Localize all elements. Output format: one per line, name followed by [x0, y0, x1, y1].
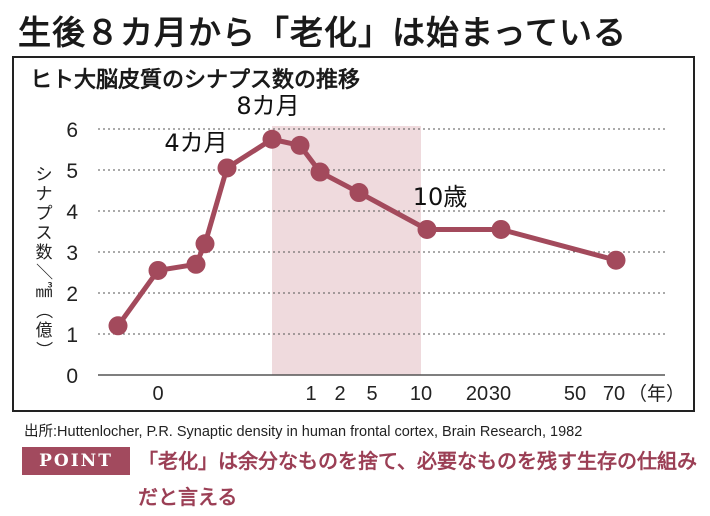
y-tick-label: 6: [66, 119, 78, 142]
y-axis-label-char: ㎣: [36, 282, 53, 302]
data-point: [148, 260, 168, 280]
annotation-label: 8カ月: [236, 92, 299, 120]
y-tick-label: 1: [66, 324, 78, 347]
x-tick-label: 2: [334, 383, 345, 405]
annotation-label: 10歳: [413, 183, 468, 211]
data-point: [290, 135, 310, 155]
x-tick-label: 50: [564, 383, 586, 405]
data-point: [491, 219, 511, 239]
y-axis-label-char: ）: [33, 341, 53, 358]
x-tick-label: 30: [489, 383, 511, 405]
y-tick-label: 3: [66, 242, 78, 265]
point-badge: POINT: [22, 447, 130, 475]
x-tick-label: 1: [305, 383, 316, 405]
x-tick-label: 20: [466, 383, 488, 405]
y-tick-label: 5: [66, 160, 78, 183]
data-point: [195, 234, 215, 254]
data-point: [310, 162, 330, 182]
x-tick-label: 5: [366, 383, 377, 405]
data-point: [262, 129, 282, 149]
y-axis-label-char: 億: [36, 321, 53, 341]
y-axis-label-char: ス: [36, 224, 53, 244]
x-tick-label: 70: [603, 383, 625, 405]
data-point: [186, 254, 206, 274]
y-axis-label-char: ナ: [36, 185, 53, 205]
x-axis-unit-label: （年）: [628, 383, 685, 405]
annotation-label: 4カ月: [164, 129, 227, 157]
highlight-band: [272, 126, 421, 375]
y-axis-label-char: 数: [36, 243, 53, 263]
data-point: [606, 250, 626, 270]
x-tick-label: 0: [152, 383, 163, 405]
data-point: [417, 219, 437, 239]
y-axis-label-char: シ: [36, 165, 53, 185]
page-headline: 生後８カ月から「老化」は始まっている: [18, 13, 628, 52]
x-tick-label: 10: [410, 383, 432, 405]
chart-title: ヒト大脳皮質のシナプス数の推移: [30, 68, 361, 93]
y-tick-label: 4: [66, 201, 78, 224]
y-axis-label-char: プ: [36, 204, 53, 224]
y-axis-label-char: （: [33, 302, 53, 319]
chart-panel: [12, 56, 695, 412]
data-point: [108, 316, 128, 336]
data-point: [217, 158, 237, 178]
source-citation: 出所:Huttenlocher, P.R. Synaptic density i…: [24, 424, 583, 440]
point-text: 「老化」は余分なものを捨て、必要なものを残す生存の仕組みだと言える: [138, 449, 697, 509]
y-tick-label: 2: [66, 283, 78, 306]
y-axis-label-char: ／: [33, 263, 53, 280]
y-tick-label: 0: [66, 365, 78, 388]
data-point: [349, 183, 369, 203]
